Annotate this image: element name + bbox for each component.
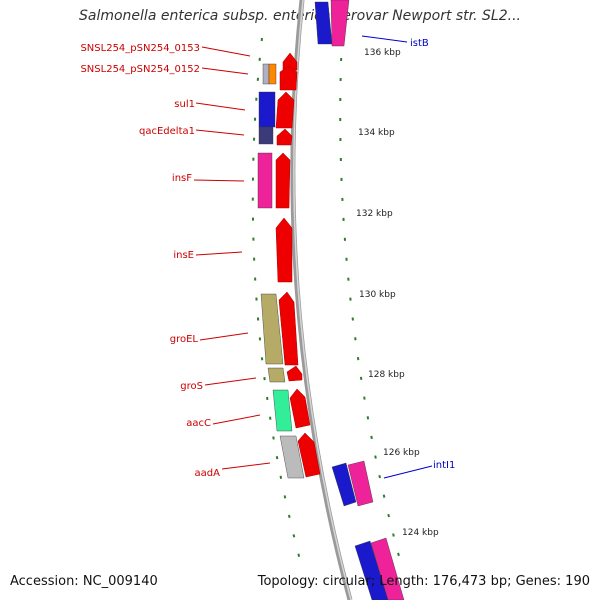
tick-label: 128 kbp bbox=[368, 370, 405, 380]
backbone-circle bbox=[290, 0, 353, 600]
tick-label: 130 kbp bbox=[359, 290, 396, 300]
cds-arrow bbox=[275, 217, 293, 283]
cds-track bbox=[275, 52, 321, 478]
accession-text: Accession: NC_009140 bbox=[10, 574, 158, 589]
tick-label: 124 kbp bbox=[402, 528, 439, 538]
gene-label: intI1 bbox=[433, 460, 455, 471]
feature-track-outer bbox=[257, 0, 405, 600]
feature-block bbox=[330, 0, 350, 47]
backbone-highlight bbox=[293, 0, 352, 600]
feature-block bbox=[331, 462, 357, 507]
gene-label: aacC bbox=[186, 418, 211, 429]
feature-block bbox=[268, 63, 277, 85]
scale-ticks: 136 kbp 134 kbp 132 kbp 130 kbp 128 kbp … bbox=[356, 48, 439, 538]
cds-arrow bbox=[282, 52, 298, 71]
feature-block bbox=[257, 152, 273, 209]
gene-label: sul1 bbox=[174, 99, 195, 110]
gene-label: insE bbox=[173, 250, 194, 261]
gene-label: qacEdelta1 bbox=[139, 126, 195, 137]
feature-block bbox=[347, 460, 374, 507]
label-leaders-right bbox=[361, 35, 433, 479]
cds-arrow bbox=[275, 91, 295, 129]
feature-block bbox=[314, 1, 333, 45]
cds-arrow bbox=[278, 291, 299, 366]
gene-label: groEL bbox=[170, 334, 199, 345]
cds-arrow bbox=[289, 388, 311, 429]
outer-dotted-ring-left bbox=[251, 37, 301, 561]
gene-label: SNSL254_pSN254_0152 bbox=[80, 64, 200, 75]
feature-block bbox=[279, 435, 305, 479]
tick-label: 134 kbp bbox=[358, 128, 395, 138]
cds-arrow bbox=[276, 128, 293, 146]
tick-label: 132 kbp bbox=[356, 209, 393, 219]
gene-label: SNSL254_pSN254_0153 bbox=[80, 43, 200, 54]
summary-text: Topology: circular; Length: 176,473 bp; … bbox=[257, 574, 590, 589]
feature-block bbox=[272, 389, 293, 432]
feature-block bbox=[354, 540, 389, 600]
gene-label: insF bbox=[172, 173, 192, 184]
feature-block bbox=[258, 91, 276, 128]
gene-labels-left: SNSL254_pSN254_0153 SNSL254_pSN254_0152 … bbox=[80, 43, 220, 479]
feature-block bbox=[262, 63, 270, 85]
feature-block bbox=[258, 126, 274, 145]
cds-arrow bbox=[279, 65, 298, 91]
cds-arrow bbox=[286, 365, 303, 382]
tick-label: 126 kbp bbox=[383, 448, 420, 458]
feature-block bbox=[267, 367, 286, 383]
gene-label: aadA bbox=[195, 468, 221, 479]
cds-arrow bbox=[297, 432, 321, 478]
gene-labels-right: istB intI1 bbox=[410, 38, 455, 471]
tick-label: 136 kbp bbox=[364, 48, 401, 58]
feature-block bbox=[370, 537, 405, 600]
gene-label: istB bbox=[410, 38, 429, 49]
label-leaders-left bbox=[193, 46, 271, 470]
inner-dotted-ring bbox=[339, 37, 401, 561]
gene-label: groS bbox=[180, 381, 203, 392]
feature-block bbox=[260, 293, 284, 365]
cds-arrow bbox=[275, 152, 291, 209]
